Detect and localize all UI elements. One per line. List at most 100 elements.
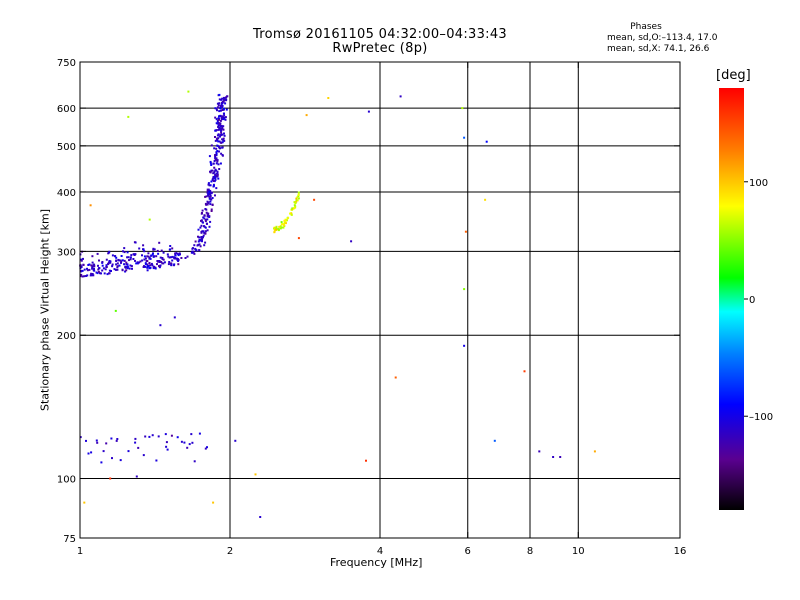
data-point <box>223 112 225 115</box>
data-point <box>350 240 353 243</box>
data-point <box>129 264 132 267</box>
data-point <box>220 117 223 120</box>
data-point <box>217 140 220 143</box>
data-point <box>215 175 218 177</box>
data-point <box>463 136 466 139</box>
data-point <box>108 272 110 275</box>
data-point <box>221 141 224 144</box>
data-point <box>128 267 131 270</box>
data-point <box>183 441 186 444</box>
data-point <box>206 446 208 449</box>
data-point <box>142 248 145 251</box>
data-point <box>202 216 205 219</box>
y-tick-label: 400 <box>57 188 76 199</box>
data-point <box>97 270 100 273</box>
data-point <box>222 128 225 131</box>
data-point <box>101 264 104 267</box>
data-point <box>161 257 164 259</box>
x-tick-label: 6 <box>465 546 471 557</box>
data-point <box>484 198 487 201</box>
data-point <box>220 98 223 101</box>
data-point <box>198 249 201 252</box>
data-point <box>222 125 225 128</box>
data-point <box>215 152 218 155</box>
data-point <box>136 262 139 265</box>
data-point <box>87 264 90 266</box>
data-point <box>215 187 218 190</box>
data-point <box>283 219 286 222</box>
data-point <box>169 245 172 247</box>
data-point <box>204 220 207 223</box>
data-point <box>126 267 129 270</box>
data-point <box>146 266 149 269</box>
data-point <box>177 258 180 261</box>
data-point <box>156 263 158 266</box>
data-point <box>111 263 114 266</box>
data-point <box>81 275 84 278</box>
data-point <box>157 252 160 255</box>
data-point <box>157 435 160 438</box>
data-point <box>103 272 106 275</box>
data-point <box>203 214 206 217</box>
data-point <box>222 118 225 121</box>
data-point <box>89 204 92 207</box>
data-point <box>212 177 215 180</box>
data-point <box>206 191 209 194</box>
y-tick-label: 75 <box>63 534 76 545</box>
data-point <box>142 266 145 268</box>
data-point <box>223 134 226 137</box>
data-point <box>117 258 120 261</box>
data-point <box>217 126 220 128</box>
data-point <box>105 442 108 445</box>
data-point <box>220 104 223 107</box>
data-point <box>128 259 130 262</box>
data-point <box>204 232 207 235</box>
data-point <box>219 162 222 165</box>
data-point <box>91 273 94 275</box>
data-point <box>93 267 95 270</box>
data-point <box>126 265 129 268</box>
data-point <box>144 262 147 265</box>
data-point <box>206 214 209 217</box>
data-point <box>213 170 216 173</box>
data-point <box>180 257 183 259</box>
data-point <box>205 211 208 214</box>
data-point <box>217 137 220 140</box>
data-point <box>91 267 94 270</box>
data-point <box>204 226 207 229</box>
data-point <box>217 150 220 153</box>
data-point <box>219 107 222 110</box>
data-point <box>225 98 228 101</box>
data-point <box>204 241 207 244</box>
data-point <box>283 222 286 224</box>
data-point <box>132 258 135 260</box>
data-point <box>217 177 220 180</box>
colorbar-tick-label: –100 <box>749 412 773 423</box>
data-point <box>224 102 227 105</box>
data-point <box>111 265 114 268</box>
data-point <box>97 268 100 271</box>
data-point <box>213 166 216 169</box>
data-point <box>186 446 189 449</box>
data-point <box>133 253 136 256</box>
data-point <box>152 252 154 255</box>
data-point <box>209 184 212 187</box>
data-point <box>198 236 201 239</box>
data-point <box>552 456 555 458</box>
data-point <box>217 163 220 166</box>
data-point <box>218 93 221 96</box>
data-point <box>150 262 153 265</box>
data-point <box>147 255 150 258</box>
data-point <box>234 439 237 442</box>
data-point <box>187 90 190 93</box>
data-point <box>214 156 217 159</box>
data-point <box>219 147 221 150</box>
data-point <box>195 249 198 252</box>
data-point <box>127 256 130 259</box>
data-point <box>211 169 214 172</box>
data-point <box>125 263 128 266</box>
y-tick-label: 500 <box>57 142 76 153</box>
data-point <box>209 171 212 174</box>
data-point <box>463 344 466 347</box>
data-point <box>172 256 175 259</box>
